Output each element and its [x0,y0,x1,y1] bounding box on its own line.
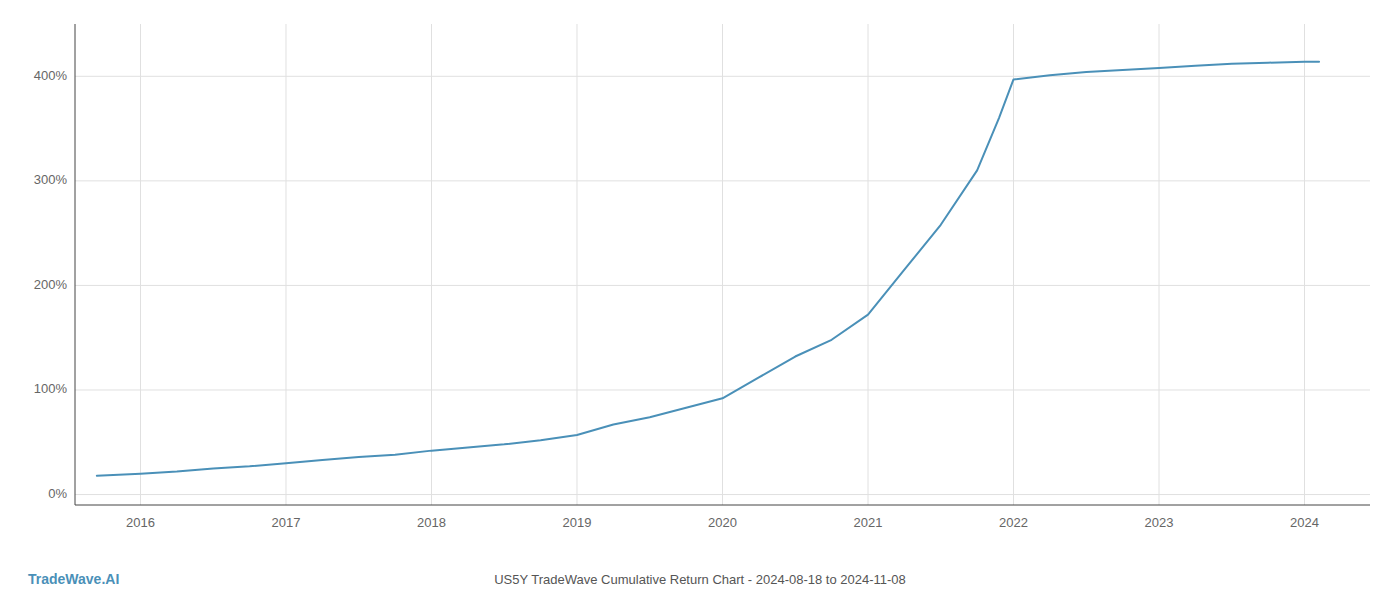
x-tick-label: 2023 [1145,515,1174,530]
title: US5Y TradeWave Cumulative Return Chart -… [494,572,906,587]
plot-area [97,62,1319,476]
x-tick-label: 2017 [272,515,301,530]
line [97,62,1319,476]
x-tick-label: 2021 [854,515,883,530]
y-tick-label: 400% [34,68,68,83]
x-axis [75,505,1370,506]
background [0,0,1400,600]
grid-line [140,24,141,505]
x-tick-label: 2020 [708,515,737,530]
grid-line [1013,24,1014,505]
x-tick-label: 2022 [999,515,1028,530]
y-tick-label: 200% [34,277,68,292]
grid-line [1304,24,1305,505]
grid-line [576,24,577,505]
grid-line [285,24,286,505]
y-tick-label: 100% [34,381,68,396]
x-tick-label: 2016 [126,515,155,530]
watermark: TradeWave.AI [28,571,119,587]
x-tick-label: 2019 [563,515,592,530]
grid-line [868,24,869,505]
grid-line [722,24,723,505]
grid-line [1159,24,1160,505]
grid-line [431,24,432,505]
ticks: 0% 100% 200% 300% 400% 2016 2017 2018 2019 2020 20… [34,68,1319,530]
x-tick-label: 2024 [1290,515,1319,530]
chart: 0% 100% 200% 300% 400% 2016 2017 2018 2019 2020 20… [0,0,1400,600]
grid [75,24,1370,505]
x-tick-label: 2018 [417,515,446,530]
y-tick-label: 300% [34,172,68,187]
y-axis [75,24,76,505]
y-tick-label: 0% [48,486,67,501]
